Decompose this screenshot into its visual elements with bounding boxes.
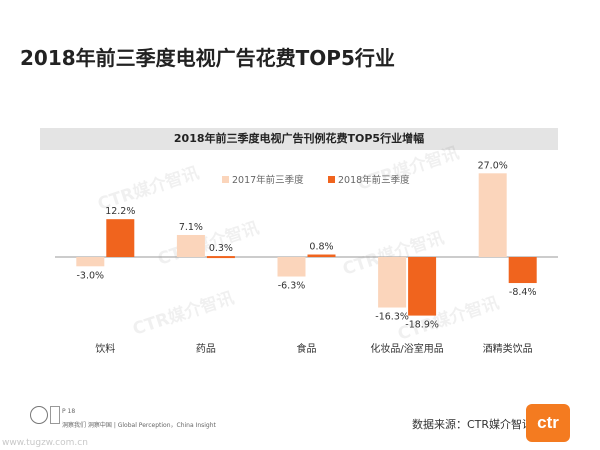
category-label-1: 药品 [196,343,216,355]
bar-0-3 [378,257,407,308]
data-label-1-4: -8.4% [509,287,537,298]
category-label-4: 酒精类饮品 [483,342,533,355]
ctr-logo: ctr [526,404,570,442]
data-label-1-0: 12.2% [105,206,135,217]
certification-badge-icon [50,406,60,424]
data-label-1-2: 0.8% [309,242,333,253]
bar-1-2 [307,254,336,257]
legend-label-1: 2018年前三季度 [338,174,410,186]
bar-0-1 [176,234,205,257]
data-label-1-3: -18.9% [405,320,439,331]
bar-1-4 [508,257,537,284]
chart-title: 2018年前三季度电视广告刊例花费TOP5行业增幅 [173,132,425,145]
data-label-0-3: -16.3% [375,312,409,323]
bar-0-4 [478,173,507,257]
data-label-0-1: 7.1% [179,222,203,233]
data-label-0-4: 27.0% [478,160,508,171]
certification-seal-icon [30,406,48,424]
bar-0-0 [76,257,105,267]
page-number: P 18 [62,408,76,415]
bar-1-3 [408,257,437,316]
bar-1-1 [206,256,235,259]
legend-swatch-1 [328,176,335,183]
chart-header-band [40,128,558,150]
legend-swatch-0 [222,176,229,183]
data-label-0-2: -6.3% [278,281,306,292]
legend-label-0: 2017年前三季度 [232,174,304,186]
watermark-text: CTR媒介智讯 [130,287,237,339]
bar-1-0 [106,219,135,257]
data-label-1-1: 0.3% [209,243,233,254]
watermark-text: CTR媒介智讯 [355,142,462,194]
page-title: 2018年前三季度电视广告花费TOP5行业 [20,46,395,70]
site-watermark: www.tugzw.com.cn [2,438,88,448]
category-label-0: 饮料 [95,342,115,355]
category-label-3: 化妆品/浴室用品 [370,342,443,355]
footer-slogan: 洞察我们 洞察中国 | Global Perception，China Insi… [62,422,216,429]
category-label-2: 食品 [297,342,317,355]
bar-0-2 [277,257,306,277]
data-source: 数据来源：CTR媒介智讯 [412,418,534,431]
data-label-0-0: -3.0% [77,270,105,281]
